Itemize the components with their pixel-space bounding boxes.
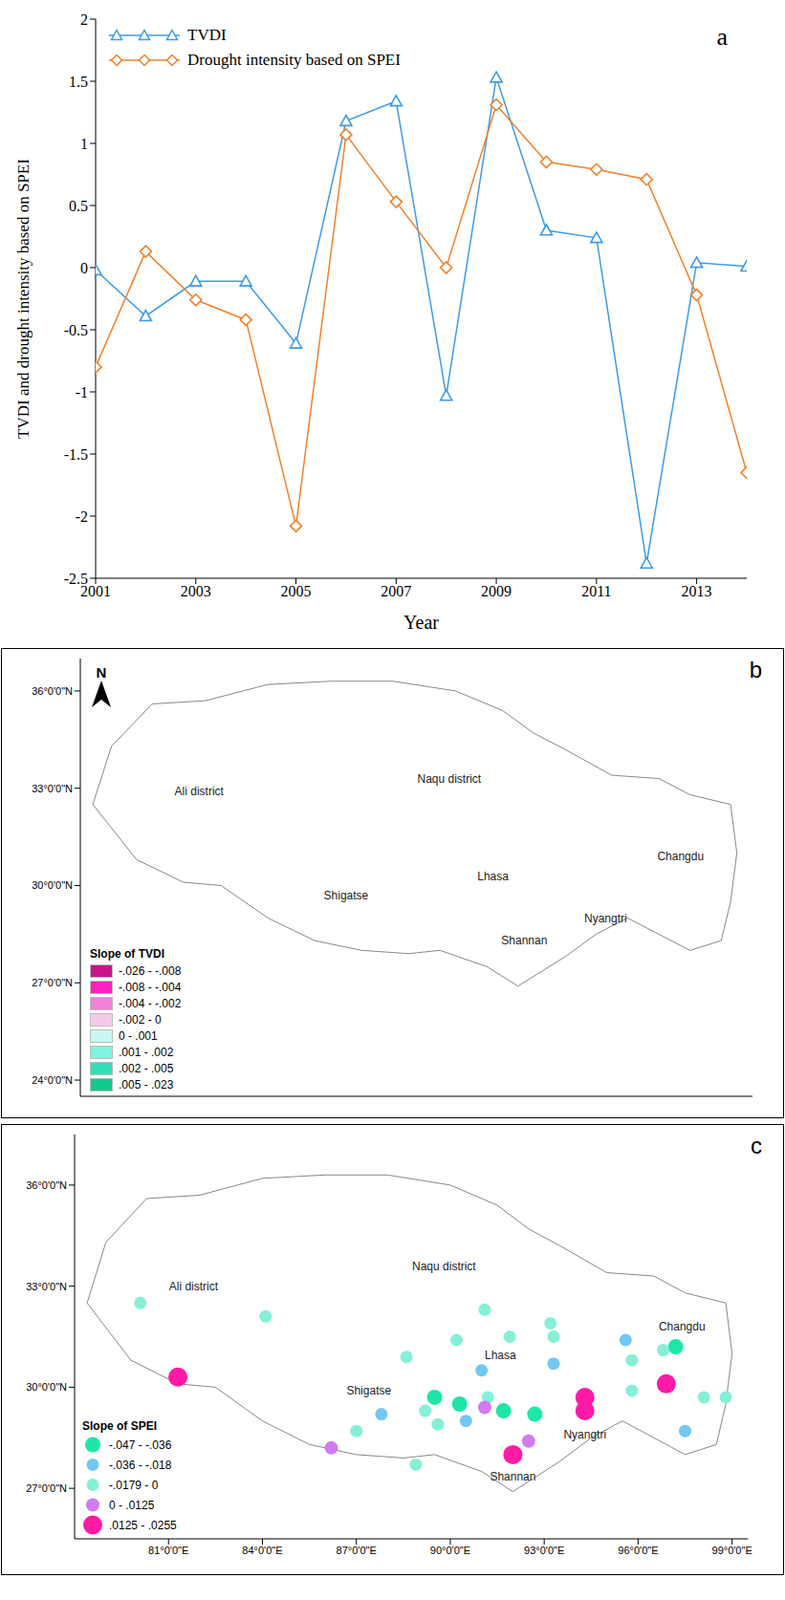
svg-text:96°0'0"E: 96°0'0"E [617, 1545, 658, 1557]
svg-text:-1: -1 [75, 384, 88, 401]
svg-text:Shannan: Shannan [489, 1470, 536, 1484]
html-text:-.004 - -.002: -.004 - -.002 [118, 996, 182, 1011]
html-text:Slope of SPEI: Slope of SPEI [82, 1419, 157, 1434]
svg-text:Changdu: Changdu [658, 1320, 706, 1334]
svg-text:2011: 2011 [581, 583, 611, 600]
svg-text:33°0'0"N: 33°0'0"N [25, 1281, 67, 1293]
html-text:0 - .0125: 0 - .0125 [109, 1498, 155, 1513]
svg-text:Naqu district: Naqu district [412, 1260, 477, 1274]
svg-text:2007: 2007 [380, 583, 412, 600]
svg-text:1.5: 1.5 [68, 73, 88, 90]
svg-text:Ali district: Ali district [169, 1280, 219, 1294]
html-text:N: N [96, 664, 107, 681]
svg-text:TVDI and drought intensity bas: TVDI and drought intensity based on SPEI [14, 158, 33, 439]
html-text:.005 - .023: .005 - .023 [118, 1078, 174, 1092]
svg-text:99°0'0"E: 99°0'0"E [712, 1545, 753, 1557]
svg-text:81°0'0"E: 81°0'0"E [148, 1545, 189, 1557]
svg-text:-1.5: -1.5 [64, 446, 88, 463]
svg-text:30°0'0"N: 30°0'0"N [31, 879, 73, 892]
svg-text:Lhasa: Lhasa [484, 1349, 517, 1363]
svg-text:2: 2 [80, 11, 88, 28]
html-text:-.0179 - 0: -.0179 - 0 [109, 1478, 159, 1493]
svg-text:27°0'0"N: 27°0'0"N [31, 977, 73, 989]
svg-text:0.5: 0.5 [68, 197, 88, 215]
svg-text:2005: 2005 [281, 583, 312, 600]
svg-text:36°0'0"N: 36°0'0"N [31, 685, 73, 698]
svg-text:Nyangtri: Nyangtri [584, 912, 628, 926]
svg-text:Ali district: Ali district [174, 785, 225, 799]
html-text:TVDI: TVDI [187, 25, 227, 44]
svg-text:2009: 2009 [480, 583, 512, 600]
svg-text:Nyangtri: Nyangtri [563, 1428, 607, 1442]
html-text:.002 - .005: .002 - .005 [118, 1061, 174, 1076]
svg-text:2003: 2003 [180, 583, 212, 600]
svg-text:Shannan: Shannan [501, 934, 547, 948]
html-text:a: a [716, 22, 728, 51]
svg-text:27°0'0"N: 27°0'0"N [25, 1482, 67, 1495]
svg-text:93°0'0"E: 93°0'0"E [523, 1545, 565, 1557]
svg-text:Year: Year [403, 611, 439, 633]
html-text:0 - .001: 0 - .001 [118, 1029, 158, 1043]
svg-text:87°0'0"E: 87°0'0"E [336, 1545, 377, 1557]
html-text:-.036 - -.018: -.036 - -.018 [109, 1458, 172, 1472]
html-text:.0125 - .0255: .0125 - .0255 [109, 1518, 177, 1533]
html-text:-.002 - 0: -.002 - 0 [118, 1013, 162, 1027]
svg-text:Naqu district: Naqu district [416, 772, 481, 786]
svg-text:90°0'0"E: 90°0'0"E [430, 1545, 471, 1557]
svg-text:Shigatse: Shigatse [346, 1384, 392, 1398]
svg-text:24°0'0"N: 24°0'0"N [31, 1074, 73, 1087]
svg-text:Changdu: Changdu [656, 850, 704, 864]
html-text:-.026 - -.008: -.026 - -.008 [118, 964, 182, 978]
svg-text:2001: 2001 [80, 583, 111, 600]
svg-text:Shigatse: Shigatse [324, 889, 370, 903]
html-text:-.047 - -.036: -.047 - -.036 [109, 1438, 172, 1452]
html-text:b: b [749, 656, 763, 683]
svg-text:33°0'0"N: 33°0'0"N [31, 783, 73, 795]
svg-text:-0.5: -0.5 [64, 322, 88, 339]
html-text:-.008 - -.004: -.008 - -.004 [118, 980, 182, 994]
html-text:Drought intensity based on SPE: Drought intensity based on SPEI [187, 50, 401, 69]
html-text:c: c [750, 1133, 763, 1159]
svg-text:30°0'0"N: 30°0'0"N [25, 1381, 67, 1394]
svg-text:1: 1 [80, 135, 88, 153]
html-text:.001 - .002: .001 - .002 [118, 1045, 174, 1059]
svg-text:36°0'0"N: 36°0'0"N [25, 1179, 67, 1192]
html-text:Slope of TVDI: Slope of TVDI [89, 947, 165, 961]
svg-text:2013: 2013 [681, 583, 713, 600]
svg-text:-2: -2 [75, 508, 88, 525]
svg-text:0: 0 [80, 260, 88, 277]
svg-text:-2.5: -2.5 [64, 570, 88, 588]
svg-text:Lhasa: Lhasa [477, 870, 509, 884]
svg-text:84°0'0"E: 84°0'0"E [241, 1545, 283, 1557]
